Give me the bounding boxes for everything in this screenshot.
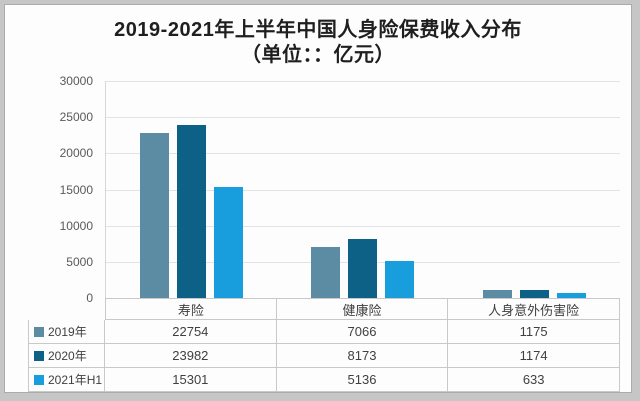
legend-cell-2021年H1: 2021年H1	[28, 368, 105, 392]
y-tick-label: 5000	[66, 254, 93, 269]
y-tick-label: 20000	[59, 146, 93, 161]
y-axis: 30000 25000 20000 15000 10000 5000 0	[5, 74, 105, 305]
gridline	[106, 153, 620, 155]
bar-2019年-健康险	[311, 246, 341, 298]
legend-label: 2020年	[48, 349, 87, 363]
y-tick-label: 30000	[59, 74, 93, 88]
y-tick-label: 25000	[59, 110, 93, 125]
bar-2020年-寿险	[177, 124, 207, 298]
chart-area: 30000 25000 20000 15000 10000 5000 0	[5, 74, 631, 305]
legend-swatch	[34, 374, 44, 385]
gridline	[106, 117, 620, 119]
category-header-1: 寿险	[105, 298, 277, 320]
value-cell-2019年-人身意外伤害险: 1175	[448, 320, 620, 344]
chart-panel: 2019-2021年上半年中国人身险保费收入分布 （单位：：亿元） 30000 2…	[4, 4, 632, 393]
bar-2021年H1-寿险	[214, 187, 244, 298]
bar-2021年H1-健康险	[385, 260, 415, 298]
y-tick-label: 0	[86, 291, 93, 305]
legend-label: 2019年	[48, 325, 87, 339]
bar-group-3	[449, 81, 620, 298]
legend-cell-2019年: 2019年	[28, 320, 105, 344]
bar-group-2	[277, 81, 448, 298]
title-block: 2019-2021年上半年中国人身险保费收入分布 （单位：：亿元）	[5, 5, 631, 81]
value-cell-2019年-健康险: 7066	[276, 320, 449, 344]
value-cell-2020年-健康险: 8173	[276, 344, 449, 368]
value-cell-2021年H1-健康险: 5136	[276, 368, 449, 392]
data-table: 寿险 健康险 人身意外伤害险 2019年 22754 7066 1175 2020年 23982…	[5, 298, 620, 392]
bar-2020年-健康险	[348, 238, 378, 298]
legend-cell-2020年: 2020年	[28, 344, 105, 368]
value-cell-2020年-人身意外伤害险: 1174	[448, 344, 620, 368]
value-cell-2021年H1-寿险: 15301	[105, 368, 277, 392]
legend-swatch	[34, 326, 44, 337]
plot-area	[105, 81, 620, 298]
chart-subtitle: （单位：：亿元）	[241, 44, 395, 66]
legend-label: 2021年H1	[48, 373, 103, 387]
chart-title: 2019-2021年上半年中国人身险保费收入分布	[114, 19, 522, 41]
bar-2019年-人身意外伤害险	[482, 289, 512, 298]
value-cell-2020年-寿险: 23982	[105, 344, 277, 368]
bar-group-1	[106, 81, 277, 298]
bar-2019年-寿险	[140, 133, 170, 298]
gridline	[106, 81, 620, 82]
y-tick-label: 10000	[59, 218, 93, 233]
table-corner-cell	[28, 298, 105, 320]
gridline	[106, 225, 620, 227]
y-tick-label: 15000	[59, 182, 93, 197]
category-header-2: 健康险	[276, 298, 449, 320]
category-header-3: 人身意外伤害险	[448, 298, 620, 320]
bar-2021年H1-人身意外伤害险	[556, 293, 586, 298]
value-cell-2021年H1-人身意外伤害险: 633	[448, 368, 620, 392]
legend-swatch	[34, 350, 44, 361]
bar-2020年-人身意外伤害险	[519, 289, 549, 298]
value-cell-2019年-寿险: 22754	[105, 320, 277, 344]
gridline	[106, 189, 620, 191]
